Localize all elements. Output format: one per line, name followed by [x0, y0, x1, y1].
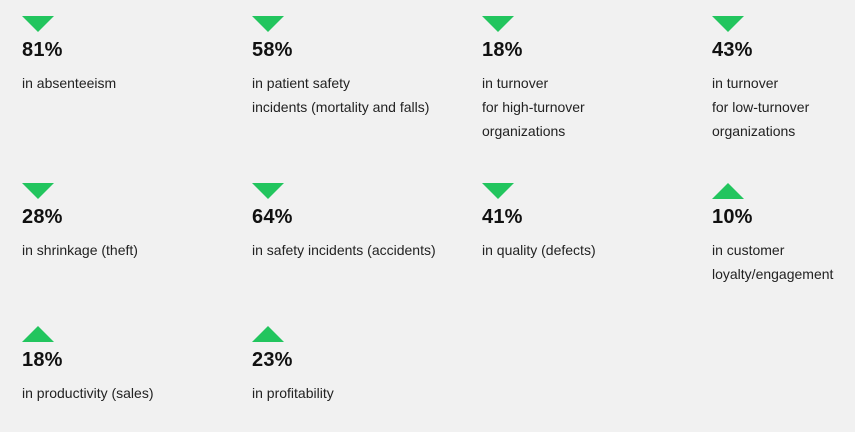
stat-item: 23% in profitability: [252, 326, 477, 405]
stat-description-line: in quality (defects): [482, 242, 596, 258]
stat-description: in turnover for low-turnover organizatio…: [712, 71, 855, 143]
triangle-down-icon: [252, 16, 284, 32]
stat-description: in shrinkage (theft): [22, 238, 247, 262]
stat-item: 18% in turnover for high-turnover organi…: [482, 16, 707, 143]
stat-description-line: for low-turnover: [712, 99, 810, 115]
stat-description-line: in shrinkage (theft): [22, 242, 138, 258]
stat-value: 10%: [712, 206, 753, 228]
stat-item: 43% in turnover for low-turnover organiz…: [712, 16, 855, 143]
stat-description-line: in patient safety: [252, 75, 351, 91]
stat-description: in safety incidents (accidents): [252, 238, 477, 262]
triangle-down-icon: [22, 183, 54, 199]
stat-value: 28%: [22, 206, 63, 228]
stat-value: 64%: [252, 206, 293, 228]
stat-description-line: in absenteeism: [22, 75, 117, 91]
triangle-down-icon: [22, 16, 54, 32]
stat-value: 18%: [22, 349, 63, 371]
triangle-up-icon: [252, 326, 284, 342]
stat-value: 81%: [22, 39, 63, 61]
stat-value: 18%: [482, 39, 523, 61]
triangle-down-icon: [252, 183, 284, 199]
stat-description-line: for high-turnover: [482, 99, 585, 115]
stat-item: 58% in patient safety incidents (mortali…: [252, 16, 477, 119]
triangle-down-icon: [712, 16, 744, 32]
stat-item: 64% in safety incidents (accidents): [252, 183, 477, 262]
triangle-down-icon: [482, 16, 514, 32]
stat-value: 23%: [252, 349, 293, 371]
stat-description: in productivity (sales): [22, 381, 247, 405]
triangle-up-icon: [22, 326, 54, 342]
stat-description: in quality (defects): [482, 238, 707, 262]
stat-description: in patient safety incidents (mortality a…: [252, 71, 477, 119]
stat-item: 81% in absenteeism: [22, 16, 247, 95]
stat-description: in turnover for high-turnover organizati…: [482, 71, 707, 143]
stat-item: 41% in quality (defects): [482, 183, 707, 262]
stat-description-line: loyalty/engagement: [712, 266, 834, 282]
stat-description-line: in safety incidents (accidents): [252, 242, 436, 258]
stat-description-line: in turnover: [482, 75, 549, 91]
stat-description-line: in profitability: [252, 385, 334, 401]
stat-description: in absenteeism: [22, 71, 247, 95]
stat-description: in customer loyalty/engagement: [712, 238, 855, 286]
stat-value: 41%: [482, 206, 523, 228]
stat-description-line: organizations: [712, 123, 796, 139]
stat-value: 58%: [252, 39, 293, 61]
stat-item: 28% in shrinkage (theft): [22, 183, 247, 262]
stat-description: in profitability: [252, 381, 477, 405]
stat-description-line: incidents (mortality and falls): [252, 99, 430, 115]
triangle-down-icon: [482, 183, 514, 199]
stat-item: 10% in customer loyalty/engagement: [712, 183, 855, 286]
stat-description-line: in customer: [712, 242, 785, 258]
stat-item: 18% in productivity (sales): [22, 326, 247, 405]
stat-value: 43%: [712, 39, 753, 61]
stat-description-line: in productivity (sales): [22, 385, 154, 401]
stat-description-line: in turnover: [712, 75, 779, 91]
triangle-up-icon: [712, 183, 744, 199]
stat-description-line: organizations: [482, 123, 566, 139]
